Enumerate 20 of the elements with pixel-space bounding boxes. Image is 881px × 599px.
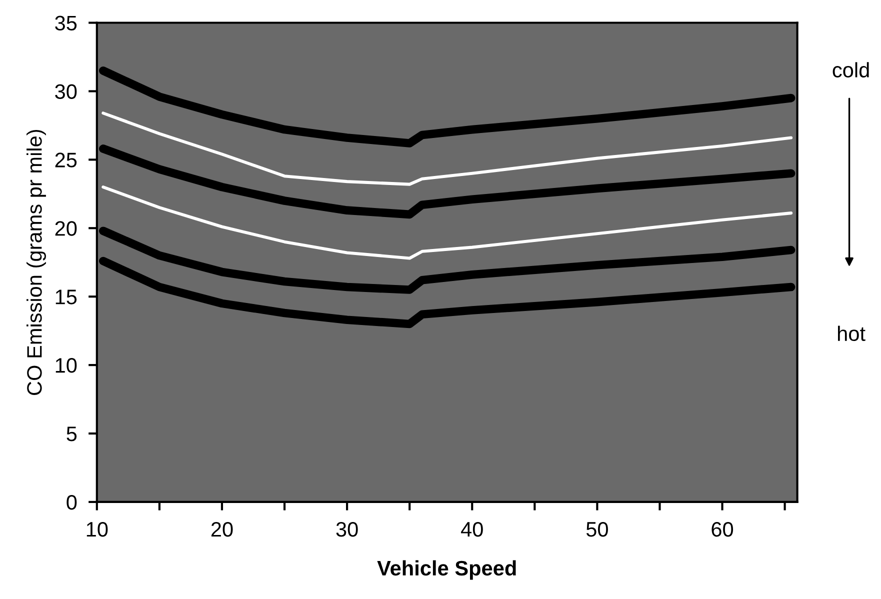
x-tick-label: 20 [211,522,233,537]
x-tick-label: 30 [336,522,358,537]
line-series [102,186,793,260]
y-tick-label: 30 [55,84,77,99]
text: hot [838,326,866,342]
y-tick-label: 20 [55,221,77,236]
y-axis-title: CO Emission (grams pr mile) [26,130,46,395]
y-tick-label: 10 [56,358,77,373]
x-tick-label: 40 [461,522,483,537]
text: cold [832,62,869,78]
x-tick-label: 10 [86,522,108,537]
y-tick-label: 25 [55,152,77,168]
y-tick-label: 15 [56,290,77,304]
y-tick-label: 0 [66,494,77,510]
line-series [102,112,793,186]
x-tick-label: 50 [586,522,608,537]
y-tick-label: 5 [66,426,77,442]
x-axis-title: Vehicle Speed [377,560,516,580]
x-tick-label: 60 [712,522,734,537]
y-tick-label: 35 [55,16,77,31]
